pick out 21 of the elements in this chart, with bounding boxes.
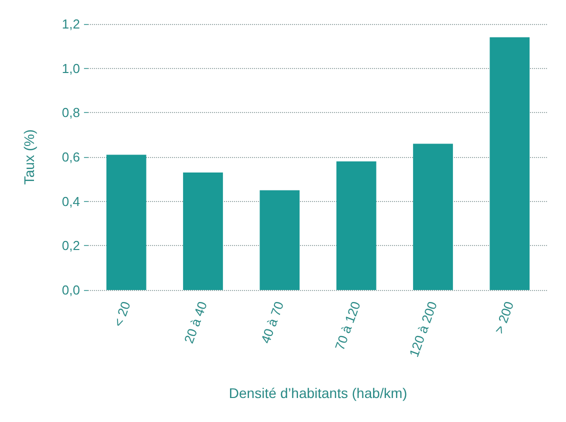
bar — [106, 154, 146, 290]
bar — [413, 144, 453, 290]
x-axis-title: Densité d’habitants (hab/km) — [228, 385, 408, 401]
y-tick-label: 0,6 — [62, 150, 80, 164]
x-tick-label: 120 à 200 — [406, 299, 440, 359]
x-tick-label: 20 à 40 — [181, 299, 210, 346]
y-axis-title: Taux (%) — [21, 129, 37, 185]
y-tick-label: 1,0 — [62, 60, 80, 76]
y-tick-label: 0,4 — [62, 194, 80, 209]
y-tick-label: 0,0 — [62, 282, 80, 298]
bar — [490, 37, 530, 290]
x-tick-label: 70 à 120 — [332, 299, 364, 352]
bar — [336, 161, 376, 290]
x-tick-label: 40 à 70 — [258, 299, 287, 346]
x-tick-label: > 200 — [491, 299, 517, 336]
bar — [260, 190, 300, 290]
y-tick-label: 0,2 — [62, 238, 80, 254]
y-tick-label: 0,8 — [62, 105, 80, 120]
x-tick-label: < 20 — [110, 299, 134, 329]
bar — [183, 172, 223, 290]
y-tick-label: 1,2 — [62, 16, 80, 32]
